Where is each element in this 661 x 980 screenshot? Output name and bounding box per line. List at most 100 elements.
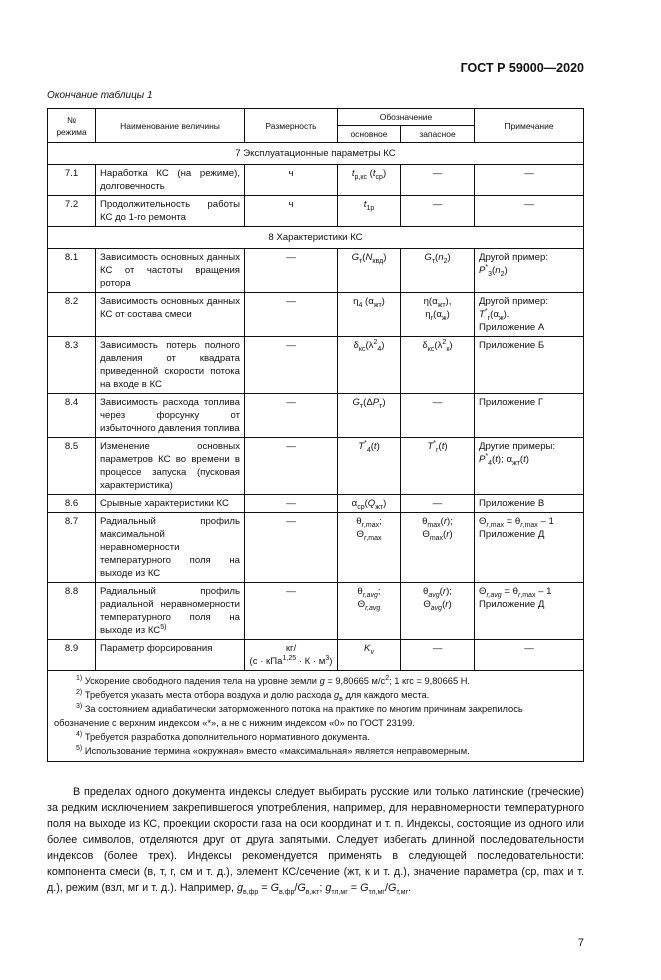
table-row: 8.1 Зависимость основных данных КС от час… bbox=[47, 248, 584, 293]
header-note: Примечание bbox=[474, 108, 584, 143]
row-note: Другой пример: P*3(n2) bbox=[474, 248, 584, 293]
table-row: 8.5 Изменение основных параметров КС во в… bbox=[47, 437, 584, 495]
row-main-symbol: t1р bbox=[337, 195, 401, 227]
row-note: Приложение Г bbox=[474, 393, 584, 438]
row-unit: ч bbox=[244, 195, 338, 227]
row-main-symbol: θr,avg; Θr,avg bbox=[337, 582, 401, 640]
footnote: 5) Использование термина «окружная» вмес… bbox=[76, 744, 470, 756]
row-name: Зависимость основных данных КС от частот… bbox=[95, 248, 245, 293]
row-unit: ч bbox=[244, 164, 338, 196]
row-unit: — bbox=[244, 512, 338, 583]
row-spare-symbol: — bbox=[400, 494, 475, 513]
row-spare-symbol: — bbox=[400, 393, 475, 438]
row-note: Другой пример: T*г(αж). Приложение А bbox=[474, 292, 584, 337]
row-spare-symbol: δкс(λ2к) bbox=[400, 336, 475, 394]
section-row: 7 Эксплуатационные параметры КС bbox=[47, 142, 584, 165]
row-unit: — bbox=[244, 437, 338, 495]
table-row: 8.4 Зависимость расхода топлива через фор… bbox=[47, 393, 584, 438]
row-num: 8.7 bbox=[47, 512, 96, 583]
table-row: 7.1 Наработка КС (на режиме), долговечнос… bbox=[47, 164, 584, 196]
row-unit: кг/(с · кПа1,25 · К · м3) bbox=[244, 639, 338, 671]
row-name: Радиальный профиль радиальной неравномер… bbox=[95, 582, 245, 640]
header-name: Наименование величины bbox=[95, 108, 245, 143]
section-title: 7 Эксплуатационные параметры КС bbox=[47, 142, 584, 165]
row-main-symbol: θr,max; Θr,max bbox=[337, 512, 401, 583]
row-name: Зависимость потерь полного давления от к… bbox=[95, 336, 245, 394]
row-num: 8.2 bbox=[47, 292, 96, 337]
footnote: 3) За состоянием адиабатически заторможе… bbox=[54, 702, 523, 728]
row-note: — bbox=[474, 639, 584, 671]
section-title: 8 Характеристики КС bbox=[47, 226, 584, 249]
row-name: Зависимость основных данных КС от состав… bbox=[95, 292, 245, 337]
header-unit: Размерность bbox=[244, 108, 338, 143]
row-num: 8.5 bbox=[47, 437, 96, 495]
table-row: 8.9 Параметр форсирования кг/(с · кПа1,25 … bbox=[47, 639, 584, 671]
row-num: 8.1 bbox=[47, 248, 96, 293]
row-num: 7.2 bbox=[47, 195, 96, 227]
row-name: Срывные характеристики КС bbox=[95, 494, 245, 513]
table-row: 8.2 Зависимость основных данных КС от сос… bbox=[47, 292, 584, 337]
footnote: 2) Требуется указать места отбора воздух… bbox=[76, 688, 430, 703]
row-num: 8.3 bbox=[47, 336, 96, 394]
table-caption: Окончание таблицы 1 bbox=[47, 90, 153, 101]
row-unit: — bbox=[244, 248, 338, 293]
row-main-symbol: δкс(λ24) bbox=[337, 336, 401, 394]
row-unit: — bbox=[244, 582, 338, 640]
row-note: Другие примеры: P*4(t); αжт(t) bbox=[474, 437, 584, 495]
row-note: Приложение В bbox=[474, 494, 584, 513]
row-name: Изменение основных параметров КС во врем… bbox=[95, 437, 245, 495]
row-main-symbol: T*4(t) bbox=[337, 437, 401, 495]
header-spare: запасное bbox=[400, 125, 475, 143]
row-spare-symbol: θavg(r); Θavg(r) bbox=[400, 582, 475, 640]
row-num: 8.8 bbox=[47, 582, 96, 640]
row-name: Зависимость расхода топлива через форсун… bbox=[95, 393, 245, 438]
row-name: Параметр форсирования bbox=[95, 639, 245, 671]
parameters-table: № режима Наименование величины Размернос… bbox=[47, 108, 584, 762]
footnotes-row: 1) Ускорение свободного падения тела на … bbox=[47, 670, 584, 762]
paragraph-text: В пределах одного документа индексы след… bbox=[47, 786, 584, 897]
section-row: 8 Характеристики КС bbox=[47, 226, 584, 249]
row-main-symbol: tр,кс (tср) bbox=[337, 164, 401, 196]
row-note: — bbox=[474, 195, 584, 227]
row-note: Θr,avg = θr,max – 1 Приложение Д bbox=[474, 582, 584, 640]
row-main-symbol: Kv bbox=[337, 639, 401, 671]
footnote: 4) Требуется разработка дополнительного … bbox=[76, 730, 370, 742]
row-num: 8.4 bbox=[47, 393, 96, 438]
row-unit: — bbox=[244, 494, 338, 513]
row-spare-symbol: T*г(t) bbox=[400, 437, 475, 495]
table-row: 8.8 Радиальный профиль радиальной неравно… bbox=[47, 582, 584, 640]
table-row: 8.3 Зависимость потерь полного давления о… bbox=[47, 336, 584, 394]
table-row: 8.6 Срывные характеристики КС — αср(Qжт) — Пр… bbox=[47, 494, 584, 513]
row-unit: — bbox=[244, 292, 338, 337]
footnotes: 1) Ускорение свободного падения тела на … bbox=[47, 670, 584, 762]
row-note: Θr,max = θr,max – 1 Приложение Д bbox=[474, 512, 584, 583]
row-spare-symbol: θmax(r); Θmax(r) bbox=[400, 512, 475, 583]
row-spare-symbol: — bbox=[400, 639, 475, 671]
row-spare-symbol: — bbox=[400, 195, 475, 227]
header-main: основное bbox=[337, 125, 401, 143]
row-spare-symbol: η(αжт), ηг(αж) bbox=[400, 292, 475, 337]
row-num: 7.1 bbox=[47, 164, 96, 196]
row-name: Радиальный профиль максимальной неравном… bbox=[95, 512, 245, 583]
row-spare-symbol: — bbox=[400, 164, 475, 196]
header-designation: Обозначение bbox=[337, 108, 475, 126]
row-main-symbol: η4 (αжт) bbox=[337, 292, 401, 337]
row-main-symbol: Gт(Nквд) bbox=[337, 248, 401, 293]
row-note: — bbox=[474, 164, 584, 196]
page-number: 7 bbox=[577, 937, 584, 949]
row-name: Наработка КС (на режиме), долговечность bbox=[95, 164, 245, 196]
page: ГОСТ Р 59000—2020 Окончание таблицы 1 № … bbox=[47, 0, 584, 980]
row-name: Продолжительность работы КС до 1-го ремо… bbox=[95, 195, 245, 227]
row-main-symbol: Gт(ΔPт) bbox=[337, 393, 401, 438]
row-spare-symbol: Gт(n2) bbox=[400, 248, 475, 293]
footnote: 1) Ускорение свободного падения тела на … bbox=[76, 674, 470, 686]
row-main-symbol: αср(Qжт) bbox=[337, 494, 401, 513]
table-row: 8.7 Радиальный профиль максимальной нерав… bbox=[47, 512, 584, 583]
table-row: 7.2 Продолжительность работы КС до 1-го р… bbox=[47, 195, 584, 227]
row-note: Приложение Б bbox=[474, 336, 584, 394]
row-unit: — bbox=[244, 393, 338, 438]
body-paragraph: В пределах одного документа индексы след… bbox=[47, 784, 584, 896]
document-code: ГОСТ Р 59000—2020 bbox=[460, 61, 584, 75]
header-num: № режима bbox=[47, 108, 96, 143]
row-unit: — bbox=[244, 336, 338, 394]
